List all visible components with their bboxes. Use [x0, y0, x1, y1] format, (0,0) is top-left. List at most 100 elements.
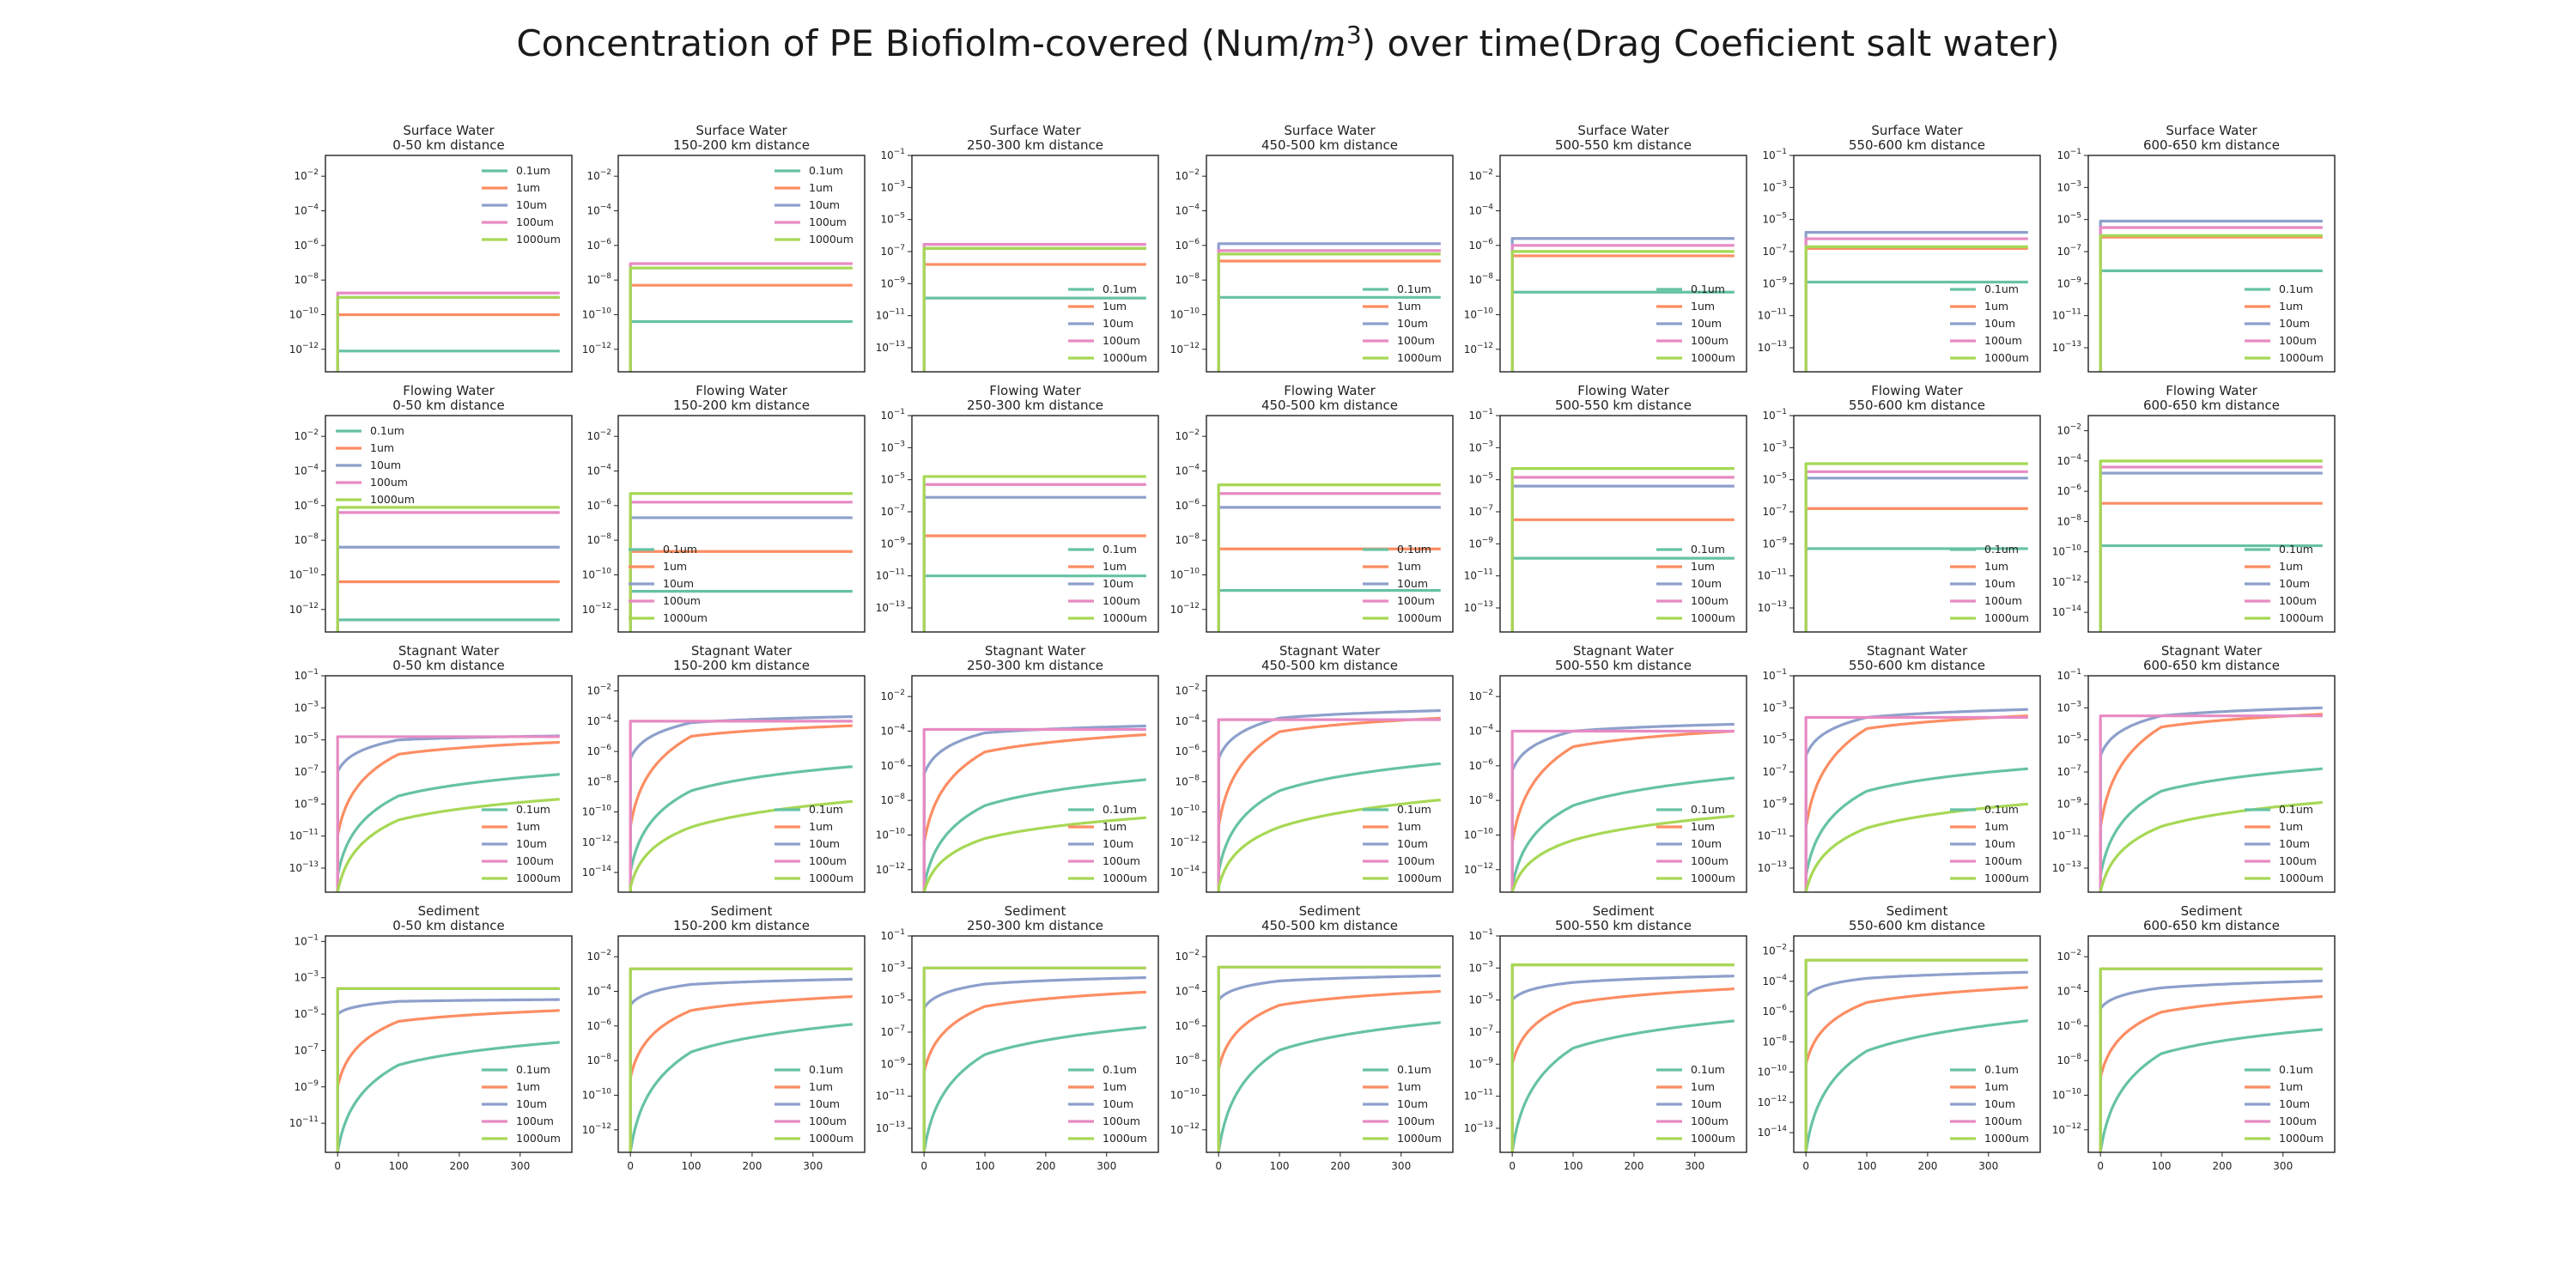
legend-label: 10um — [1984, 317, 2015, 330]
series-line-100um — [336, 511, 560, 632]
y-tick-label: 10−10 — [1464, 307, 1494, 320]
subplot-title-line: 150-200 km distance — [673, 658, 810, 673]
axes-frame — [325, 935, 573, 1153]
series-group — [1510, 963, 1735, 1152]
y-tick-label: 10−6 — [294, 498, 319, 512]
series-line-1000um — [1217, 252, 1441, 372]
legend-label: 10um — [1397, 317, 1428, 330]
subplot-title-line: Flowing Water — [1871, 383, 1963, 398]
legend-label: 1000um — [2279, 351, 2324, 364]
legend-label: 10um — [516, 198, 547, 211]
series-line-10um — [336, 998, 561, 1152]
axes-frame — [2087, 155, 2336, 373]
series-line-10um — [1217, 974, 1442, 1152]
legend-label: 0.1um — [1691, 1063, 1725, 1076]
legend-label: 100um — [809, 1115, 847, 1127]
legend-label: 1um — [809, 181, 833, 194]
legend-label: 1um — [1397, 560, 1421, 573]
legend-label: 1um — [516, 1080, 540, 1093]
legend-label: 100um — [1397, 594, 1435, 607]
series-line-10um — [336, 545, 560, 632]
y-tick-label: 10−12 — [1170, 1122, 1200, 1136]
y-tick-label: 10−13 — [1464, 600, 1493, 614]
y-tick-label: 10−2 — [586, 168, 611, 182]
legend-label: 1um — [1691, 1080, 1715, 1093]
legend-label: 100um — [1691, 594, 1728, 607]
series-line-1000um — [629, 967, 853, 1152]
y-tick-label: 10−5 — [880, 212, 905, 226]
y-tick-label: 10−10 — [289, 307, 319, 320]
y-tick-label: 10−7 — [1468, 504, 1493, 518]
legend-label: 1um — [516, 820, 540, 833]
y-tick-label: 10−7 — [1468, 1024, 1493, 1038]
legend-label: 100um — [1103, 594, 1140, 607]
series-line-1000um — [1510, 467, 1735, 632]
subplot-title-line: Stagnant Water — [1573, 643, 1674, 659]
legend-label: 1000um — [1103, 611, 1147, 624]
series-line-0_1um — [336, 618, 560, 632]
legend-label: 100um — [1103, 1115, 1140, 1127]
y-tick-label: 10−6 — [1468, 238, 1493, 252]
subplot-title-line: Surface Water — [696, 123, 787, 138]
y-tick-label: 10−8 — [1468, 272, 1493, 286]
subplot-title-line: Flowing Water — [1284, 383, 1376, 398]
legend: 0.1um 1um 10um 100um 1000um — [1950, 803, 2029, 884]
y-tick-label: 10−9 — [880, 1056, 905, 1070]
subplot-title-line: 600-650 km distance — [2143, 658, 2280, 673]
legend: 0.1um 1um 10um 100um 1000um — [1363, 543, 1442, 624]
y-tick-label: 10−6 — [2057, 1018, 2081, 1032]
series-line-100um — [1510, 729, 1735, 892]
series-line-1um — [629, 283, 853, 372]
axes-frame — [1499, 415, 1747, 633]
series-line-10um — [336, 295, 560, 372]
y-tick-label: 10−11 — [2052, 308, 2081, 322]
y-tick-label: 10−6 — [1468, 758, 1493, 772]
y-tick-label: 10−9 — [294, 796, 319, 810]
y-tick-label: 10−12 — [2052, 574, 2081, 588]
subplot-title-line: Surface Water — [2166, 123, 2257, 138]
series-line-1um — [922, 990, 1147, 1152]
legend: 0.1um 1um 10um 100um 1000um — [1950, 1063, 2029, 1145]
axes-frame — [1793, 155, 2041, 373]
legend-label: 1000um — [1984, 351, 2029, 364]
axes-frame — [2087, 675, 2336, 893]
series-line-1000um — [2099, 459, 2323, 632]
legend-label: 1um — [809, 1080, 833, 1093]
legend-label: 1um — [663, 560, 687, 573]
legend-label: 10um — [1691, 317, 1722, 330]
y-tick-label: 10−7 — [2057, 764, 2081, 778]
subplot-title-line: 250-300 km distance — [967, 398, 1103, 413]
y-tick-label: 10−10 — [1170, 567, 1200, 580]
legend: 0.1um 1um 10um 100um 1000um — [1363, 283, 1442, 364]
y-tick-label: 10−2 — [586, 683, 611, 697]
y-tick-label: 10−12 — [1758, 1095, 1787, 1109]
y-tick-label: 10−1 — [2057, 668, 2081, 682]
y-tick-label: 10−8 — [880, 793, 905, 806]
axes-frame — [1206, 675, 1454, 893]
y-tick-label: 10−7 — [1762, 764, 1787, 778]
legend-label: 1000um — [1691, 351, 1735, 364]
y-tick-label: 10−4 — [880, 724, 905, 738]
subplot-title-line: 0-50 km distance — [392, 137, 504, 153]
series-group — [336, 734, 561, 892]
y-tick-label: 10−5 — [1468, 472, 1493, 486]
y-tick-label: 10−3 — [2057, 700, 2081, 714]
subplot-title-line: 250-300 km distance — [967, 918, 1103, 933]
legend-label: 1000um — [2279, 611, 2324, 624]
x-tick-label: 300 — [1685, 1160, 1704, 1172]
legend-label: 10um — [809, 198, 840, 211]
legend-label: 1um — [1691, 820, 1715, 833]
legend: 0.1um 1um 10um 100um 1000um — [2245, 803, 2324, 884]
series-group — [2099, 219, 2323, 372]
x-tick-label: 300 — [510, 1160, 530, 1172]
y-tick-label: 10−4 — [294, 204, 319, 217]
y-tick-label: 10−4 — [1468, 724, 1493, 738]
y-tick-label: 10−2 — [1175, 168, 1200, 182]
series-line-10um — [2099, 706, 2324, 892]
y-tick-label: 10−10 — [1170, 805, 1200, 818]
legend: 0.1um 1um 10um 100um 1000um — [336, 424, 415, 506]
x-tick-label: 200 — [742, 1160, 762, 1172]
